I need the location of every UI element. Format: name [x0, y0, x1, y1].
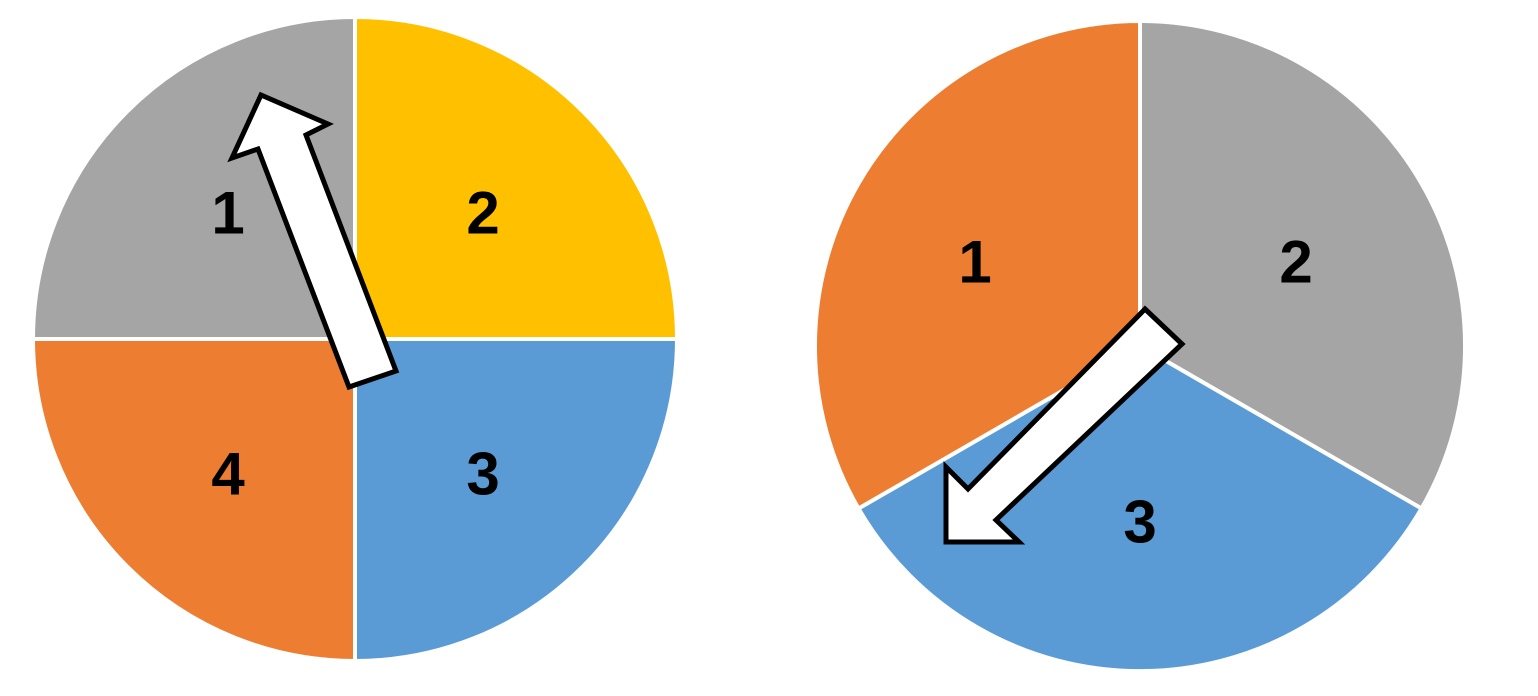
- slice-label-2: 2: [466, 180, 499, 247]
- arrow-up-left-icon: [227, 91, 400, 391]
- slice-label-1: 1: [211, 180, 244, 247]
- slice-label-3: 3: [1123, 489, 1156, 556]
- slice-4: [30, 14, 357, 341]
- pie-four-slices: 1 2 3 4: [30, 14, 680, 664]
- pie-three-slices: 1 2 3: [813, 18, 1467, 674]
- slice-1: [1138, 18, 1467, 512]
- slice-label-2: 2: [1279, 229, 1312, 296]
- slice-2: [353, 337, 680, 664]
- slice-label-3: 3: [466, 441, 499, 508]
- slice-1: [353, 14, 680, 341]
- slice-3: [30, 337, 357, 664]
- slice-label-1: 1: [958, 229, 991, 296]
- slice-3: [813, 18, 1142, 512]
- arrow-down-left-icon: [943, 305, 1186, 545]
- slice-label-4: 4: [211, 441, 245, 508]
